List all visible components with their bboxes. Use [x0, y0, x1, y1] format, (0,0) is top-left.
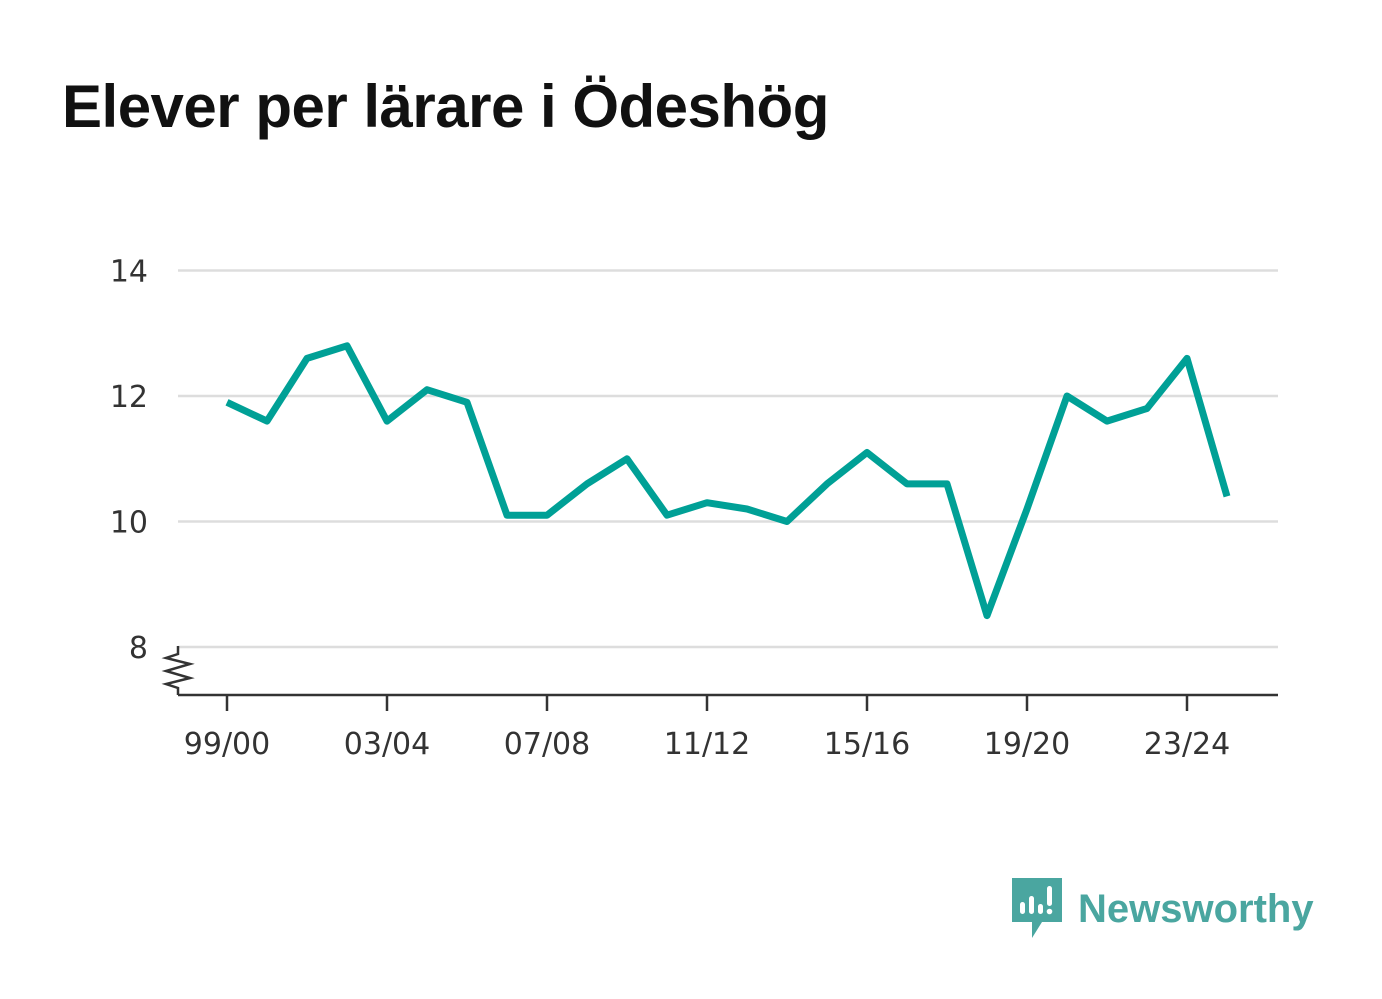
x-axis-tick-labels: 99/00 03/04 07/08 11/12 15/16 19/20 23/24: [184, 727, 1230, 762]
x-tick-label: 23/24: [1144, 727, 1230, 762]
x-tick-label: 03/04: [344, 727, 430, 762]
y-tick-label: 14: [110, 255, 148, 290]
x-axis-ticks: [225, 695, 1189, 711]
x-tick-label: 19/20: [984, 727, 1070, 762]
y-tick-label: 8: [129, 631, 148, 666]
x-tick-label: 99/00: [184, 727, 270, 762]
chart-title: Elever per lärare i Ödeshög: [62, 73, 829, 140]
gridlines: [178, 269, 1278, 649]
y-axis-break-icon: [161, 646, 195, 695]
x-tick-label: 07/08: [504, 727, 590, 762]
newsworthy-logo: Newsworthy: [1012, 878, 1314, 940]
brand-name: Newsworthy: [1078, 886, 1314, 931]
x-tick-label: 15/16: [824, 727, 910, 762]
newsworthy-logo-icon: [1012, 878, 1062, 938]
y-axis-tick-labels: 8 10 12 14: [110, 255, 148, 667]
y-tick-label: 10: [110, 506, 148, 541]
x-tick-label: 11/12: [664, 727, 750, 762]
y-tick-label: 12: [110, 380, 148, 415]
series-line: [225, 342, 1231, 620]
